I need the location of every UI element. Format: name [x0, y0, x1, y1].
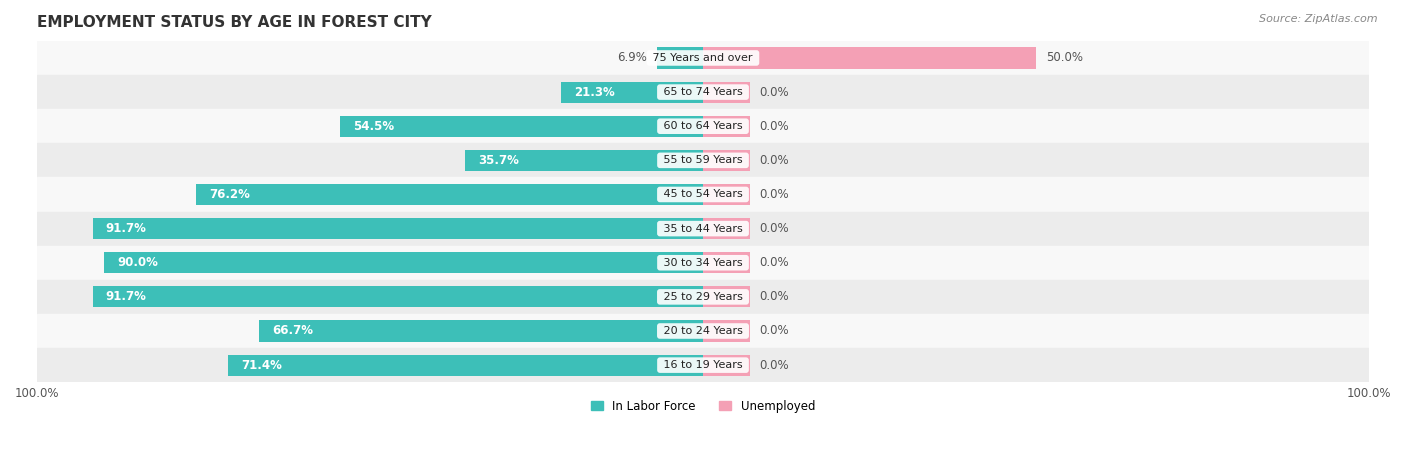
Bar [703, 354, 749, 376]
Bar [703, 320, 749, 341]
Bar [703, 115, 749, 137]
Bar [703, 82, 749, 103]
Text: 0.0%: 0.0% [759, 86, 789, 99]
Bar [703, 252, 749, 273]
Text: 54.5%: 54.5% [353, 120, 395, 133]
Text: 0.0%: 0.0% [759, 154, 789, 167]
Text: 75 Years and over: 75 Years and over [650, 53, 756, 63]
Text: 55 to 59 Years: 55 to 59 Years [659, 155, 747, 166]
Text: 0.0%: 0.0% [759, 222, 789, 235]
Bar [561, 82, 703, 103]
Bar [37, 314, 1369, 348]
Bar [703, 184, 749, 205]
Text: 60 to 64 Years: 60 to 64 Years [659, 121, 747, 131]
Text: Source: ZipAtlas.com: Source: ZipAtlas.com [1260, 14, 1378, 23]
Text: 66.7%: 66.7% [273, 325, 314, 337]
Text: 90.0%: 90.0% [117, 256, 157, 269]
Bar [703, 218, 749, 239]
Bar [93, 218, 703, 239]
Text: 71.4%: 71.4% [240, 359, 281, 372]
Text: 91.7%: 91.7% [105, 290, 146, 304]
Bar [465, 150, 703, 171]
Text: 50.0%: 50.0% [1046, 51, 1083, 64]
Text: 35 to 44 Years: 35 to 44 Years [659, 224, 747, 234]
Bar [37, 177, 1369, 212]
Bar [37, 143, 1369, 177]
Text: 0.0%: 0.0% [759, 359, 789, 372]
Text: 25 to 29 Years: 25 to 29 Years [659, 292, 747, 302]
Bar [37, 246, 1369, 280]
Text: 45 to 54 Years: 45 to 54 Years [659, 189, 747, 199]
Text: 0.0%: 0.0% [759, 188, 789, 201]
Text: 21.3%: 21.3% [575, 86, 616, 99]
Bar [703, 286, 749, 308]
Bar [657, 47, 703, 69]
Text: 6.9%: 6.9% [617, 51, 647, 64]
Bar [37, 348, 1369, 382]
Text: 20 to 24 Years: 20 to 24 Years [659, 326, 747, 336]
Bar [37, 75, 1369, 109]
Text: 30 to 34 Years: 30 to 34 Years [659, 258, 747, 268]
Text: 91.7%: 91.7% [105, 222, 146, 235]
Text: 76.2%: 76.2% [209, 188, 250, 201]
Bar [195, 184, 703, 205]
Text: 35.7%: 35.7% [478, 154, 520, 167]
Text: 0.0%: 0.0% [759, 120, 789, 133]
Bar [37, 109, 1369, 143]
Legend: In Labor Force, Unemployed: In Labor Force, Unemployed [586, 395, 820, 417]
Bar [37, 280, 1369, 314]
Text: 0.0%: 0.0% [759, 290, 789, 304]
Bar [703, 150, 749, 171]
Bar [703, 47, 1036, 69]
Bar [37, 212, 1369, 246]
Text: EMPLOYMENT STATUS BY AGE IN FOREST CITY: EMPLOYMENT STATUS BY AGE IN FOREST CITY [37, 15, 432, 30]
Bar [104, 252, 703, 273]
Bar [228, 354, 703, 376]
Text: 65 to 74 Years: 65 to 74 Years [659, 87, 747, 97]
Bar [259, 320, 703, 341]
Bar [93, 286, 703, 308]
Text: 16 to 19 Years: 16 to 19 Years [659, 360, 747, 370]
Text: 0.0%: 0.0% [759, 256, 789, 269]
Bar [37, 41, 1369, 75]
Text: 0.0%: 0.0% [759, 325, 789, 337]
Bar [340, 115, 703, 137]
